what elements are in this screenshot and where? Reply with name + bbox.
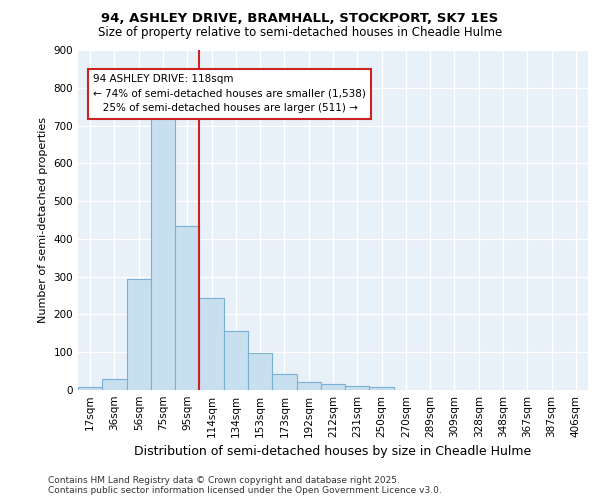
Y-axis label: Number of semi-detached properties: Number of semi-detached properties (38, 117, 48, 323)
Bar (272, 374, 296, 390)
Bar (296, 382, 321, 390)
Text: Size of property relative to semi-detached houses in Cheadle Hulme: Size of property relative to semi-detach… (98, 26, 502, 39)
Text: Contains HM Land Registry data © Crown copyright and database right 2025.
Contai: Contains HM Land Registry data © Crown c… (48, 476, 442, 495)
Bar (102, 380, 127, 390)
Bar (370, 386, 394, 390)
Bar (127, 278, 151, 390)
Bar (248, 353, 272, 390)
Bar (345, 386, 370, 390)
Bar (321, 384, 345, 390)
Bar (78, 387, 102, 390)
X-axis label: Distribution of semi-detached houses by size in Cheadle Hulme: Distribution of semi-detached houses by … (134, 446, 532, 458)
Text: 94, ASHLEY DRIVE, BRAMHALL, STOCKPORT, SK7 1ES: 94, ASHLEY DRIVE, BRAMHALL, STOCKPORT, S… (101, 12, 499, 26)
Bar (175, 226, 199, 390)
Bar (224, 332, 248, 390)
Text: 94 ASHLEY DRIVE: 118sqm
← 74% of semi-detached houses are smaller (1,538)
   25%: 94 ASHLEY DRIVE: 118sqm ← 74% of semi-de… (94, 74, 366, 114)
Bar (199, 298, 224, 390)
Bar (151, 110, 175, 390)
